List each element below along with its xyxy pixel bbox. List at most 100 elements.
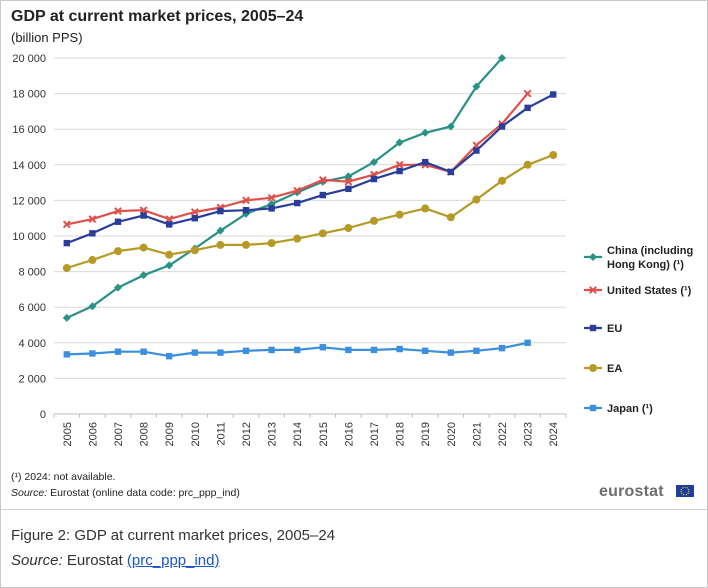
data-point	[345, 185, 352, 193]
data-point	[422, 347, 429, 355]
data-point	[62, 313, 71, 322]
legend-item-0: China (including Hong Kong) (¹)	[584, 245, 693, 271]
data-point	[190, 246, 199, 255]
data-point	[421, 128, 430, 137]
data-point	[294, 199, 301, 207]
data-point	[370, 216, 378, 225]
data-point	[242, 196, 250, 205]
data-point	[88, 256, 97, 265]
x-tick-label: 2011	[215, 422, 227, 446]
dataset-link[interactable]: (prc_ppp_ind)	[126, 552, 220, 569]
chart-source: Source: Eurostat (online data code: prc_…	[11, 487, 240, 499]
chart-panel: GDP at current market prices, 2005–24 (b…	[1, 1, 707, 510]
legend-swatch-marker	[589, 324, 597, 332]
data-point	[140, 212, 147, 219]
legend-swatch-marker	[589, 404, 597, 412]
legend-label: United States (¹)	[607, 285, 692, 297]
y-tick-label: 0	[40, 409, 46, 421]
data-point	[62, 220, 71, 229]
y-tick-label: 10 000	[12, 231, 46, 243]
figure-source-text: Eurostat	[66, 552, 123, 569]
data-point	[217, 349, 224, 356]
data-point	[114, 218, 122, 225]
data-point	[114, 247, 122, 256]
data-point	[549, 151, 558, 160]
data-point	[140, 348, 147, 355]
eurostat-logo: eurostat	[599, 483, 664, 500]
data-point	[165, 261, 174, 270]
data-point	[293, 186, 302, 195]
data-point	[446, 213, 455, 222]
series-3	[62, 151, 558, 273]
x-tick-label: 2005	[62, 422, 74, 446]
data-point	[166, 221, 173, 228]
data-point	[216, 240, 225, 249]
chart-subtitle: (billion PPS)	[11, 30, 83, 45]
data-point	[267, 239, 276, 248]
y-tick-label: 2 000	[18, 373, 46, 385]
x-tick-label: 2014	[292, 422, 304, 446]
x-tick-label: 2018	[395, 422, 407, 446]
x-tick-label: 2013	[267, 422, 279, 446]
data-point	[473, 147, 480, 154]
data-point	[165, 250, 174, 259]
x-tick-label: 2019	[420, 422, 432, 446]
chart-source-label: Source:	[11, 487, 48, 499]
data-point	[89, 230, 96, 237]
y-tick-label: 20 000	[12, 53, 46, 65]
legend-item-4: Japan (¹)	[584, 403, 653, 415]
data-point	[293, 234, 302, 243]
data-point	[139, 243, 148, 252]
data-point	[396, 167, 403, 175]
x-tick-label: 2008	[139, 422, 151, 446]
footnote: (¹) 2024: not available.	[11, 471, 116, 483]
data-point	[319, 191, 326, 199]
data-point	[523, 89, 532, 98]
legend-swatch-marker	[589, 286, 597, 294]
data-point	[344, 177, 353, 186]
x-tick-label: 2010	[190, 422, 202, 446]
legend-item-1: United States (¹)	[584, 285, 692, 297]
legend-label: EU	[607, 323, 622, 335]
x-tick-label: 2023	[523, 422, 535, 446]
x-tick-label: 2016	[343, 422, 355, 446]
data-point	[191, 349, 198, 356]
data-point	[318, 229, 327, 238]
line-chart: 0 2 000 4 000 6 000 8 000 10 000 12 000 14 000 1…	[12, 53, 693, 446]
figure-source-label: Source:	[11, 552, 63, 569]
legend-swatch-marker	[589, 364, 597, 372]
data-point	[268, 346, 275, 354]
data-point	[370, 175, 378, 183]
data-point	[242, 347, 250, 355]
data-point	[216, 226, 225, 235]
data-point	[395, 160, 404, 169]
series-line	[66, 93, 554, 245]
data-point	[524, 104, 531, 112]
series-2	[63, 91, 557, 247]
data-point	[191, 215, 198, 222]
data-point	[114, 348, 122, 355]
data-point	[473, 347, 480, 355]
x-tick-label: 2006	[87, 422, 99, 446]
data-point	[447, 349, 454, 356]
chart-source-text: Eurostat (online data code: prc_ppp_ind)	[50, 487, 240, 499]
data-point	[114, 207, 122, 215]
data-point	[523, 160, 532, 169]
eu-flag-icon	[676, 485, 694, 497]
data-point	[242, 206, 250, 214]
legend-item-2: EU	[584, 323, 622, 335]
data-point	[190, 208, 199, 216]
data-point	[267, 193, 276, 202]
series-0	[62, 54, 506, 322]
data-point	[472, 82, 481, 91]
x-tick-label: 2022	[497, 422, 509, 446]
series-line	[66, 57, 503, 319]
data-point	[166, 352, 173, 360]
data-point	[446, 122, 455, 131]
data-point	[63, 351, 70, 358]
data-point	[370, 158, 378, 167]
y-tick-label: 18 000	[12, 89, 46, 101]
data-point	[318, 176, 327, 184]
legend-swatch-marker	[589, 253, 597, 261]
